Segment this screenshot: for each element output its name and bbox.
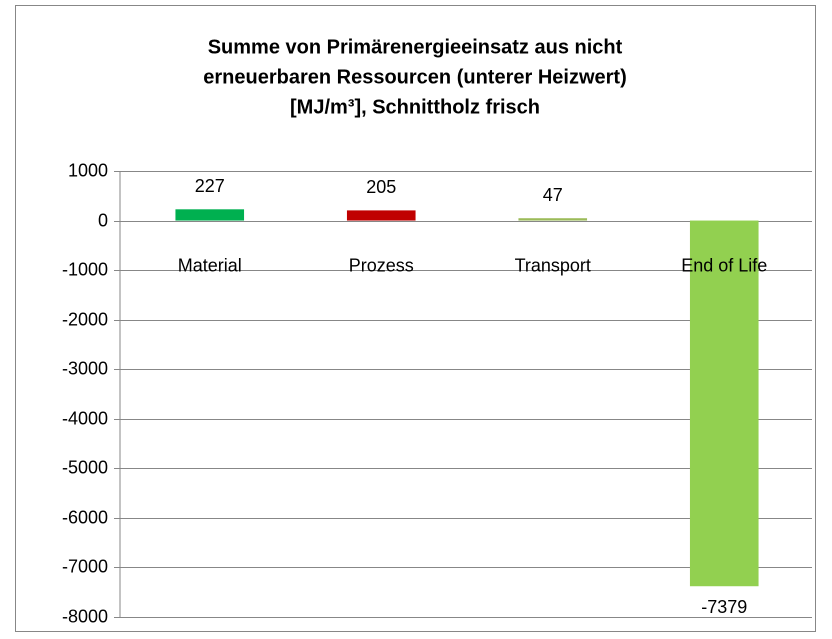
bar <box>689 220 759 587</box>
value-label: 47 <box>543 185 563 205</box>
value-label: 205 <box>366 177 396 197</box>
value-label: -7379 <box>701 597 747 617</box>
x-tick-label: Transport <box>515 255 591 275</box>
y-tick-label: -5000 <box>62 457 108 477</box>
y-tick-label: -8000 <box>62 606 108 626</box>
bar <box>346 210 416 221</box>
chart-title: Summe von Primärenergieeinsatz aus nicht <box>208 36 623 58</box>
chart-title: [MJ/m³], Schnittholz frisch <box>290 96 540 118</box>
y-tick-label: 0 <box>98 210 108 230</box>
y-tick-label: -1000 <box>62 259 108 279</box>
y-tick-label: -3000 <box>62 358 108 378</box>
bar <box>175 209 245 221</box>
value-label: 227 <box>195 176 225 196</box>
y-tick-label: 1000 <box>68 160 108 180</box>
x-tick-label: End of Life <box>681 255 767 275</box>
y-tick-label: -6000 <box>62 507 108 527</box>
y-tick-label: -4000 <box>62 408 108 428</box>
x-tick-label: Material <box>178 255 242 275</box>
x-tick-label: Prozess <box>349 255 414 275</box>
bar <box>518 218 588 221</box>
chart-title: erneuerbaren Ressourcen (unterer Heizwer… <box>203 66 626 88</box>
chart-border <box>15 5 816 632</box>
y-tick-label: -7000 <box>62 556 108 576</box>
y-tick-label: -2000 <box>62 309 108 329</box>
